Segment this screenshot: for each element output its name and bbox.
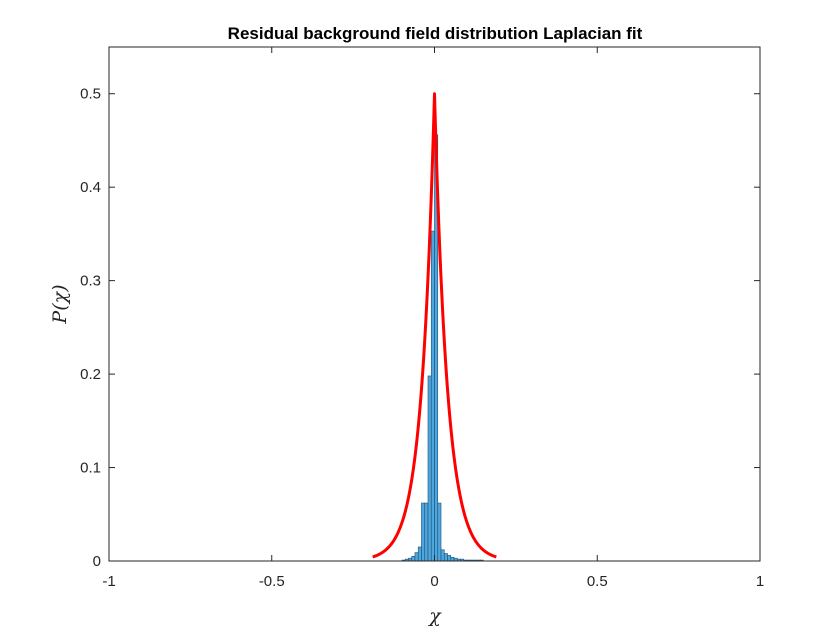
- x-tick-label: -0.5: [259, 573, 285, 590]
- x-tick-label: 1: [756, 573, 764, 590]
- histogram-bar: [414, 552, 419, 562]
- chart-title: Residual background field distribution L…: [228, 24, 643, 43]
- y-tick-label: 0.5: [80, 86, 101, 103]
- histogram-bar: [430, 230, 435, 562]
- histogram-bar: [417, 546, 422, 562]
- histogram-bar: [437, 502, 442, 562]
- histogram-bar: [443, 553, 448, 562]
- histogram-bar: [447, 555, 452, 562]
- x-tick-label: 0: [430, 573, 438, 590]
- y-axis-label: P(χ): [49, 284, 71, 324]
- histogram-bar: [411, 556, 416, 562]
- x-axis-label: χ: [427, 605, 442, 627]
- x-tick-label: 0.5: [587, 573, 608, 590]
- laplacian-fit-curve: [371, 92, 498, 559]
- y-tick-label: 0: [93, 553, 101, 570]
- histogram-bar: [440, 549, 445, 562]
- y-tick-label: 0.1: [80, 460, 101, 477]
- histogram-bars: [401, 134, 484, 562]
- x-tick-label: -1: [102, 573, 115, 590]
- y-tick-label: 0.2: [80, 366, 101, 383]
- histogram-bar: [427, 375, 432, 562]
- y-tick-label: 0.3: [80, 273, 101, 290]
- x-axis-ticks: -1 -0.5 0 0.5 1: [102, 47, 764, 590]
- histogram-bar: [424, 502, 429, 562]
- histogram-bar: [450, 556, 455, 562]
- y-axis-ticks: 0 0.1 0.2 0.3 0.4 0.5: [80, 86, 760, 570]
- histogram-bar: [421, 502, 426, 562]
- y-tick-label: 0.4: [80, 179, 101, 196]
